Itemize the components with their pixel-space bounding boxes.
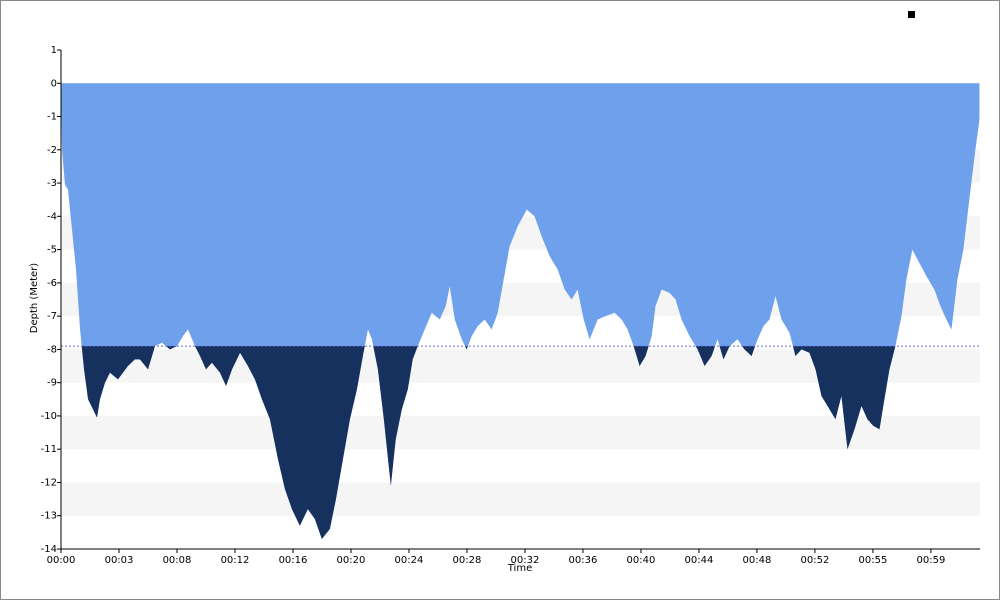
y-tick-label: -6 [47,278,57,289]
x-tick-label: 00:28 [453,555,482,566]
x-tick-label: 00:16 [279,555,308,566]
x-axis-title: Time [507,563,532,574]
x-tick-label: 00:59 [917,555,946,566]
y-tick-label: -11 [41,444,57,455]
x-tick-label: 00:03 [105,555,134,566]
y-tick-label: -4 [47,211,57,222]
y-axis-title: Depth (Meter) [29,263,40,334]
y-tick-label: -2 [47,145,57,156]
y-tick-label: 1 [51,45,57,56]
x-tick-label: 00:24 [395,555,424,566]
x-tick-label: 00:12 [221,555,250,566]
x-tick-label: 00:36 [569,555,598,566]
y-tick-label: 0 [51,78,57,89]
x-tick-label: 00:20 [337,555,366,566]
x-tick-label: 00:32 [511,555,540,566]
x-tick-label: 00:52 [801,555,830,566]
grid-band [61,415,980,450]
x-tick-label: 00:08 [163,555,192,566]
y-tick-label: -13 [41,511,57,522]
y-tick-label: -10 [41,411,57,422]
y-tick-label: -7 [47,311,57,322]
y-tick-label: -14 [41,544,57,555]
grid-band [61,482,980,516]
y-tick-label: -8 [47,344,57,355]
x-tick-label: 00:44 [685,555,714,566]
y-tick-label: -3 [47,178,57,189]
y-tick-label: -12 [41,477,57,488]
y-tick-label: -9 [47,378,57,389]
x-tick-label: 00:48 [743,555,772,566]
y-tick-label: -5 [47,245,57,256]
y-tick-label: -1 [47,112,57,123]
x-tick-label: 00:55 [859,555,888,566]
x-tick-label: 00:00 [47,555,76,566]
x-tick-label: 00:40 [627,555,656,566]
legend-marker [908,11,915,18]
